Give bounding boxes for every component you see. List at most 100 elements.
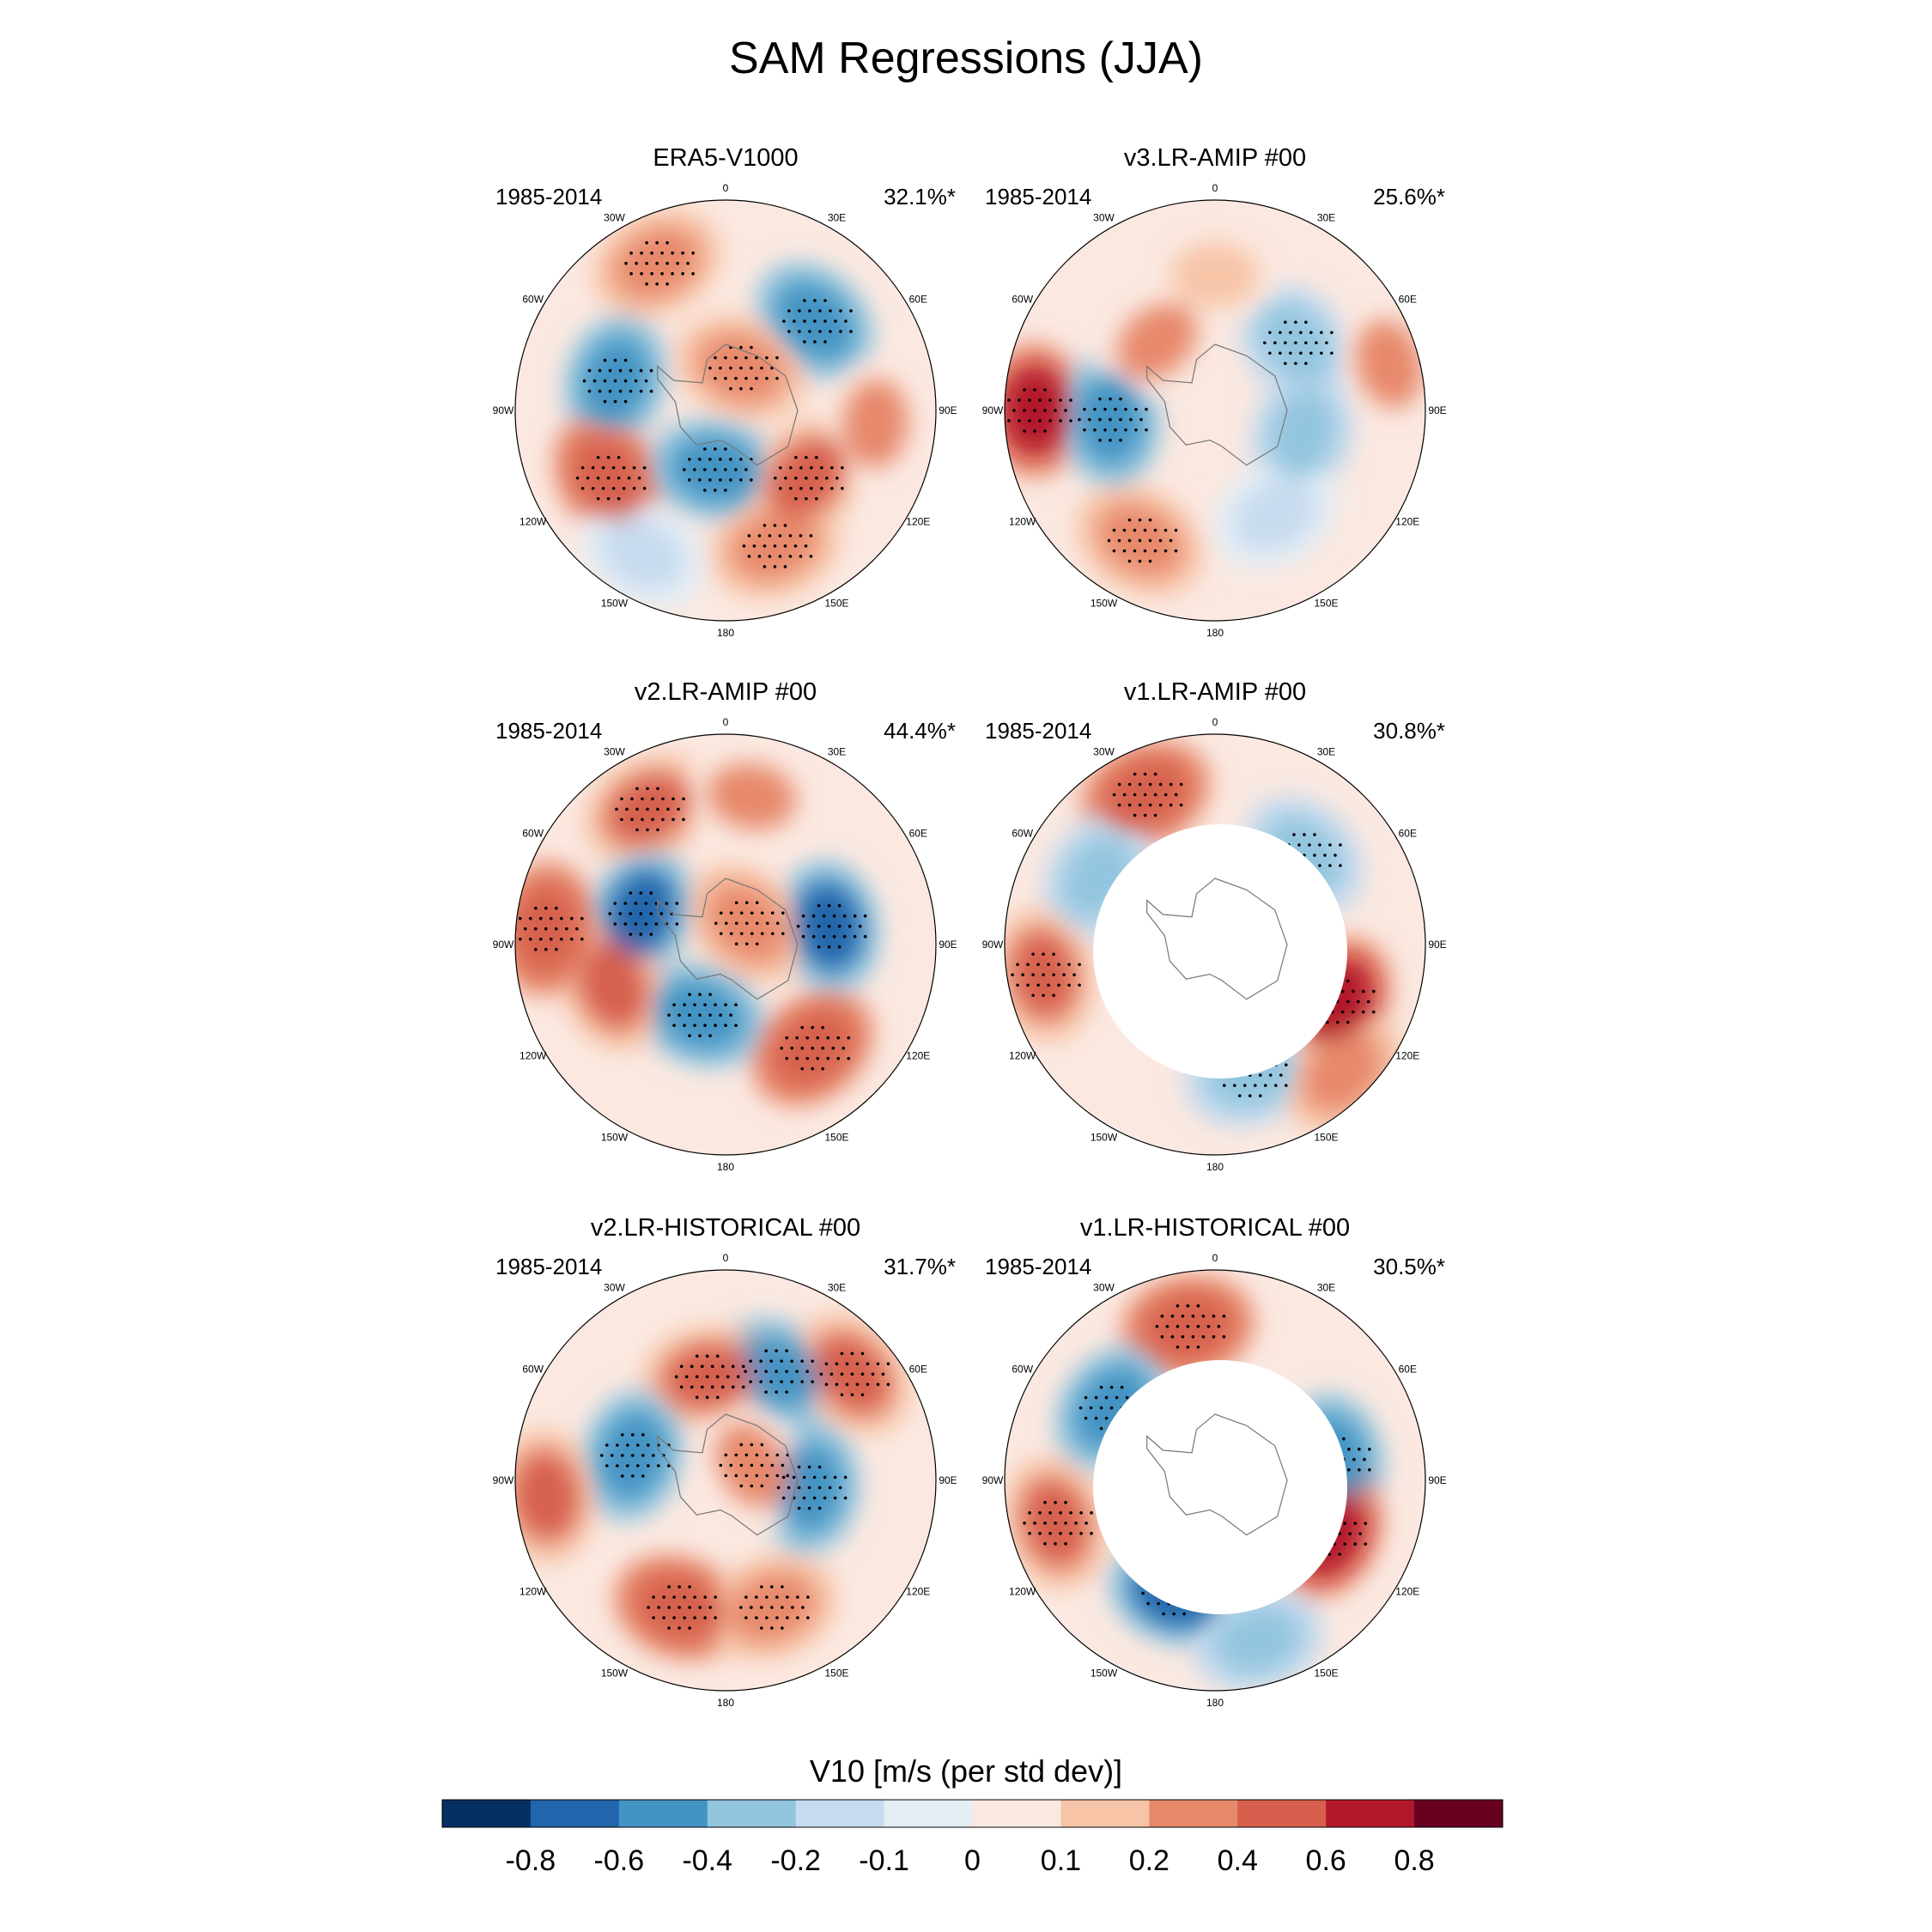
significance-dot — [724, 1473, 728, 1478]
panel-period: 1985-2014 — [495, 184, 603, 210]
significance-dot — [698, 993, 702, 997]
significance-dot — [1033, 429, 1036, 433]
significance-dot — [634, 922, 638, 926]
significance-dot — [598, 389, 602, 393]
significance-dot — [840, 1372, 844, 1376]
significance-dot — [714, 355, 717, 360]
significance-dot — [684, 1375, 689, 1379]
significance-dot — [649, 389, 653, 393]
colorbar-swatch — [707, 1800, 797, 1827]
significance-dot — [622, 465, 626, 470]
significance-dot — [1138, 782, 1142, 787]
significance-dot — [1033, 1522, 1036, 1525]
significance-dot — [1323, 854, 1327, 857]
significance-dot — [801, 934, 805, 939]
significance-dot — [1119, 397, 1122, 401]
significance-dot — [806, 1616, 810, 1619]
significance-dot — [608, 912, 612, 915]
longitude-label: 60E — [909, 294, 927, 306]
significance-dot — [845, 1382, 849, 1387]
significance-dot — [760, 1443, 764, 1447]
significance-dot — [866, 1362, 870, 1366]
longitude-label: 120W — [519, 516, 547, 528]
significance-dot — [544, 906, 548, 910]
significance-dot — [781, 1606, 784, 1609]
longitude-label: 90W — [982, 1474, 1004, 1486]
panel-variance-explained: 25.6%* — [1373, 184, 1445, 210]
significance-dot — [760, 932, 764, 936]
significance-dot — [674, 1375, 678, 1379]
significance-dot — [776, 1485, 781, 1490]
significance-dot — [665, 902, 669, 905]
significance-dot — [833, 1496, 837, 1500]
significance-dot — [651, 797, 654, 801]
significance-dot — [781, 932, 785, 936]
significance-dot — [533, 947, 538, 951]
significance-dot — [832, 934, 836, 939]
significance-dot — [749, 1380, 752, 1383]
significance-dot — [750, 1463, 754, 1467]
significance-dot — [1348, 1532, 1352, 1535]
significance-dot — [805, 1056, 810, 1060]
antarctica-outline — [657, 1413, 799, 1536]
significance-dot — [635, 807, 639, 811]
significance-dot — [695, 1375, 699, 1379]
significance-dot — [1043, 388, 1047, 392]
significance-dot — [729, 1463, 733, 1467]
significance-dot — [724, 355, 727, 360]
significance-dot — [698, 1606, 702, 1609]
significance-dot — [780, 1046, 784, 1050]
significance-dot — [660, 271, 664, 276]
significance-dot — [1212, 1334, 1216, 1339]
longitude-label: 60E — [909, 828, 927, 840]
significance-dot — [644, 379, 648, 383]
significance-dot — [1016, 963, 1019, 967]
significance-dot — [703, 1003, 707, 1007]
significance-dot — [841, 486, 844, 490]
significance-dot — [641, 817, 644, 822]
significance-dot — [1352, 1457, 1356, 1461]
significance-dot — [812, 1475, 817, 1479]
antarctica-outline — [1146, 343, 1288, 466]
significance-dot — [649, 933, 653, 936]
significance-dot — [688, 478, 691, 482]
polar-map: 0 30E 60E 90E 120E 150E 180 150W 120W 90W 60W 30W — [493, 1252, 957, 1709]
significance-dot — [1117, 803, 1121, 807]
significance-dot — [1304, 361, 1308, 366]
significance-dot — [1098, 397, 1102, 401]
significance-dot — [734, 468, 738, 471]
significance-dot — [781, 1475, 786, 1479]
colorbar-tick-label: 0.2 — [1129, 1844, 1170, 1877]
significance-dot — [1268, 1073, 1273, 1077]
significance-dot — [1181, 1334, 1185, 1339]
significance-dot — [528, 916, 532, 920]
significance-dot — [617, 476, 621, 480]
significance-dot — [803, 340, 806, 343]
significance-dot — [799, 486, 803, 490]
significance-dot — [808, 330, 811, 333]
significance-dot — [829, 309, 832, 313]
significance-dot — [1325, 341, 1328, 345]
significance-dot — [739, 1463, 744, 1467]
significance-dot — [618, 912, 623, 915]
significance-dot — [587, 368, 592, 373]
longitude-label: 90E — [1428, 404, 1446, 416]
significance-dot — [1237, 1094, 1242, 1097]
significance-dot — [1083, 407, 1086, 411]
significance-dot — [642, 465, 647, 470]
significance-dot — [1048, 398, 1052, 402]
significance-dot — [1169, 538, 1173, 543]
significance-dot — [762, 544, 767, 548]
significance-dot — [787, 309, 791, 313]
map-boundary — [514, 199, 937, 622]
significance-dot — [650, 271, 653, 276]
longitude-label: 30E — [828, 212, 846, 224]
significance-dot — [1186, 1324, 1190, 1328]
significance-dot — [1232, 1084, 1236, 1087]
significance-dot — [652, 1595, 655, 1599]
significance-dot — [1120, 1385, 1124, 1389]
antarctica-outline — [1146, 878, 1288, 1000]
significance-dot — [681, 251, 684, 255]
significance-dot — [1133, 793, 1137, 797]
significance-dot — [1028, 1532, 1031, 1535]
